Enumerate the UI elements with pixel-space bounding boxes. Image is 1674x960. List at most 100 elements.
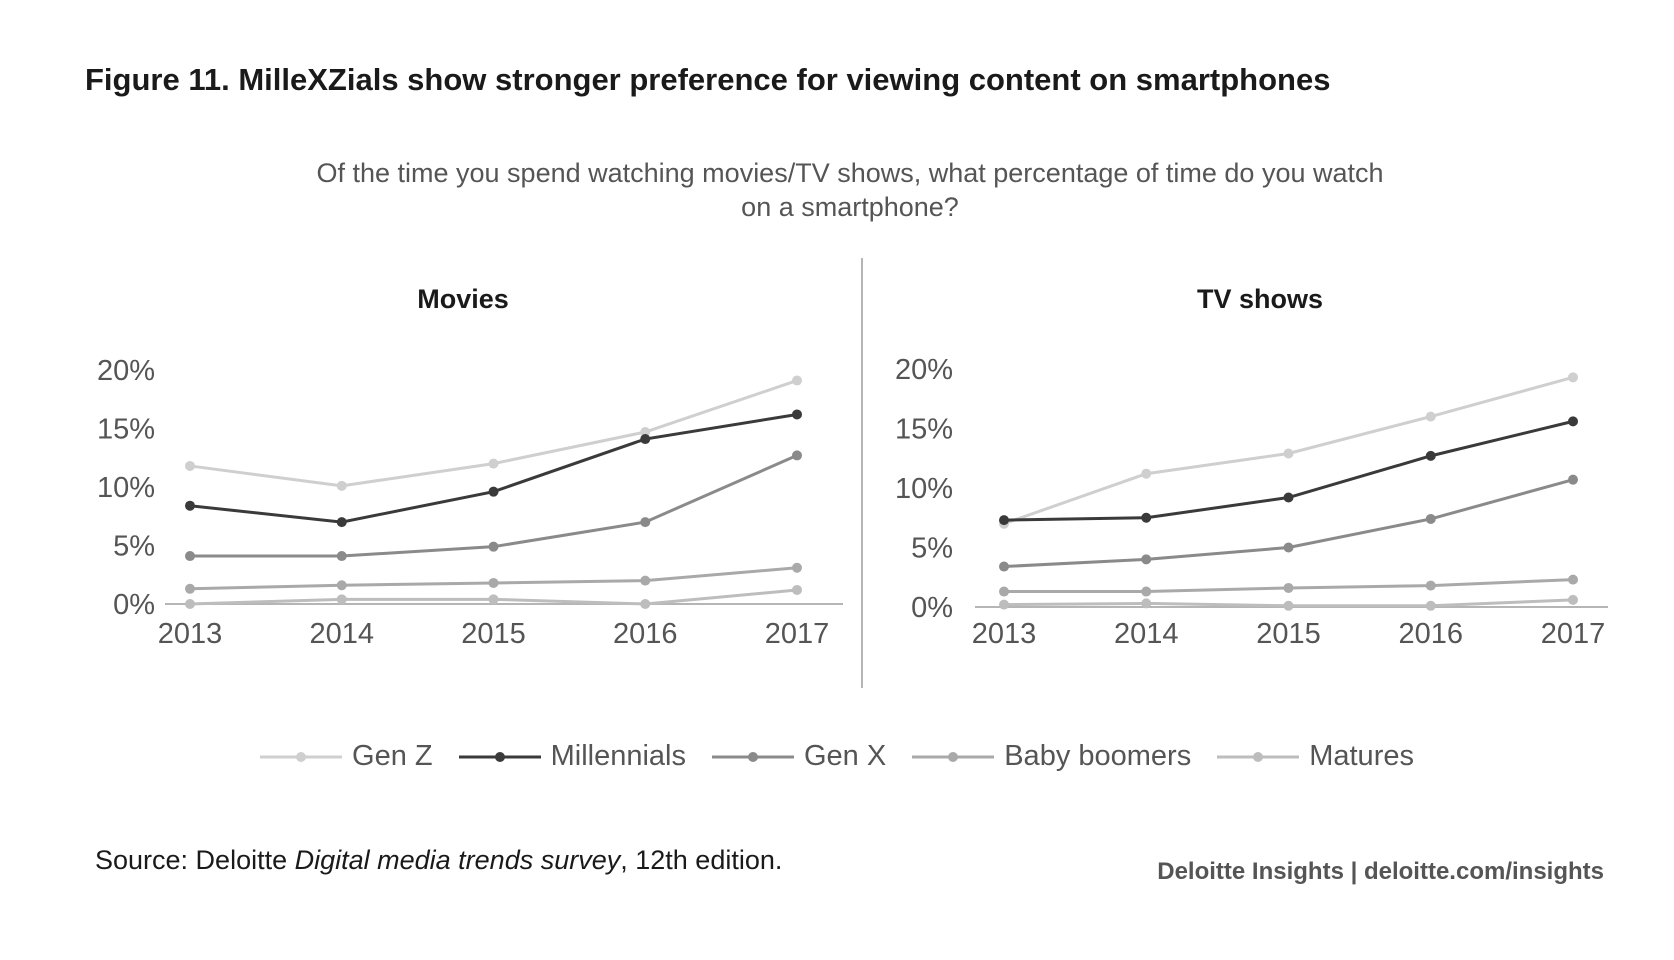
chart-subtitle: Of the time you spend watching movies/TV… bbox=[316, 158, 1384, 222]
source-suffix: , 12th edition. bbox=[620, 845, 783, 875]
data-point-millennials bbox=[1283, 492, 1294, 503]
panel-divider bbox=[861, 258, 863, 688]
data-point-gen-z bbox=[488, 458, 499, 469]
source-note: Source: Deloitte Digital media trends su… bbox=[95, 845, 782, 876]
data-point-millennials bbox=[792, 409, 802, 420]
y-tick-label: 20% bbox=[895, 354, 953, 386]
legend-swatch bbox=[712, 751, 794, 762]
data-point-matures bbox=[488, 594, 499, 605]
legend-label: Gen X bbox=[804, 740, 887, 772]
y-tick-label: 5% bbox=[113, 531, 155, 563]
data-point-matures bbox=[640, 599, 651, 609]
data-point-millennials bbox=[336, 517, 347, 528]
y-tick-label: 0% bbox=[113, 589, 155, 621]
data-point-gen-x bbox=[1425, 513, 1436, 524]
data-point-baby-boomers bbox=[1568, 574, 1578, 585]
legend-item-matures: Matures bbox=[1217, 740, 1414, 773]
y-tick-label: 5% bbox=[911, 533, 953, 565]
legend-label: Baby boomers bbox=[1004, 740, 1192, 772]
data-point-millennials bbox=[185, 500, 195, 511]
chart-panel-tv-shows: TV shows 0% 5% 10% 15% 20% 2013 2014 2015 2016 201… bbox=[895, 284, 1608, 650]
data-point-gen-x bbox=[1141, 554, 1152, 565]
data-point-gen-z bbox=[185, 460, 195, 471]
legend-label: Matures bbox=[1309, 740, 1414, 772]
legend-swatch-dot bbox=[1253, 751, 1264, 762]
data-point-gen-z bbox=[336, 480, 347, 491]
legend-item-millennials: Millennials bbox=[458, 740, 686, 773]
legend-label: Gen Z bbox=[352, 740, 433, 772]
y-tick-label: 0% bbox=[911, 592, 953, 624]
series-line-gen-x bbox=[190, 454, 798, 558]
data-point-gen-x bbox=[792, 450, 802, 461]
credit-line: Deloitte Insights | deloitte.com/insight… bbox=[1157, 858, 1604, 885]
data-point-millennials bbox=[488, 486, 499, 497]
data-point-matures bbox=[1141, 598, 1152, 609]
y-tick-label: 20% bbox=[97, 355, 155, 387]
legend-item-gen-z: Gen Z bbox=[260, 740, 433, 773]
panel-title: TV shows bbox=[1197, 284, 1323, 314]
source-prefix: Source: Deloitte bbox=[95, 845, 295, 875]
legend-swatch bbox=[1217, 751, 1300, 762]
data-point-gen-z bbox=[1425, 411, 1436, 422]
legend-item-baby-boomers: Baby boomers bbox=[912, 740, 1191, 773]
x-tick-label: 2014 bbox=[309, 618, 374, 650]
x-tick-label: 2017 bbox=[765, 618, 830, 650]
series-line-gen-z bbox=[189, 379, 798, 488]
y-tick-label: 15% bbox=[97, 414, 155, 446]
data-point-baby-boomers bbox=[1283, 582, 1294, 593]
x-tick-label: 2013 bbox=[972, 618, 1037, 650]
panel-title: Movies bbox=[417, 284, 509, 314]
y-tick-label: 10% bbox=[895, 473, 953, 505]
y-tick-label: 10% bbox=[97, 472, 155, 504]
x-tick-label: 2016 bbox=[613, 618, 678, 650]
data-point-baby-boomers bbox=[640, 575, 651, 586]
x-tick-label: 2013 bbox=[158, 618, 223, 650]
data-point-gen-z bbox=[792, 375, 802, 386]
legend-swatch bbox=[912, 751, 995, 762]
legend-swatch bbox=[260, 751, 343, 762]
data-point-baby-boomers bbox=[792, 562, 802, 573]
data-point-baby-boomers bbox=[488, 577, 499, 588]
x-tick-label: 2016 bbox=[1398, 618, 1463, 650]
data-point-matures bbox=[185, 599, 195, 609]
data-point-gen-z bbox=[1141, 468, 1152, 479]
data-point-millennials bbox=[999, 515, 1009, 526]
data-point-millennials bbox=[640, 434, 651, 445]
data-point-matures bbox=[792, 584, 802, 595]
data-point-gen-x bbox=[1283, 542, 1294, 553]
legend-swatch bbox=[458, 751, 541, 762]
data-point-gen-x bbox=[488, 541, 499, 552]
legend-label: Millennials bbox=[550, 740, 686, 772]
data-point-gen-x bbox=[336, 551, 347, 562]
data-point-millennials bbox=[1425, 450, 1436, 461]
data-point-gen-x bbox=[999, 561, 1009, 572]
data-point-baby-boomers bbox=[336, 580, 347, 591]
data-point-matures bbox=[999, 599, 1009, 610]
data-point-matures bbox=[1568, 594, 1578, 605]
data-point-matures bbox=[1283, 600, 1294, 611]
figure-title: Figure 11. MilleXZials show stronger pre… bbox=[85, 62, 1331, 97]
data-point-gen-x bbox=[640, 517, 651, 528]
legend-swatch-dot bbox=[494, 751, 505, 762]
legend-item-gen-x: Gen X bbox=[712, 740, 886, 773]
data-point-gen-z bbox=[1568, 372, 1578, 383]
data-point-gen-x bbox=[1568, 474, 1578, 485]
data-point-matures bbox=[336, 594, 347, 605]
series-line-millennials bbox=[1003, 419, 1574, 522]
legend-swatch-dot bbox=[948, 751, 959, 762]
data-point-gen-z bbox=[1283, 448, 1294, 459]
data-point-millennials bbox=[1568, 416, 1578, 427]
x-tick-label: 2015 bbox=[461, 618, 526, 650]
x-tick-label: 2017 bbox=[1541, 618, 1606, 650]
chart-panel-movies: Movies 0% 5% 10% 15% 20% 2013 2014 2015 2016 2017 bbox=[97, 284, 843, 650]
x-tick-label: 2014 bbox=[1114, 618, 1179, 650]
data-point-baby-boomers bbox=[1425, 580, 1436, 591]
data-point-baby-boomers bbox=[999, 586, 1009, 597]
legend-swatch-dot bbox=[748, 751, 758, 762]
data-point-baby-boomers bbox=[185, 583, 195, 594]
data-point-millennials bbox=[1141, 512, 1152, 523]
x-tick-label: 2015 bbox=[1256, 618, 1321, 650]
data-point-gen-x bbox=[185, 551, 195, 562]
data-point-gen-z bbox=[640, 427, 651, 438]
